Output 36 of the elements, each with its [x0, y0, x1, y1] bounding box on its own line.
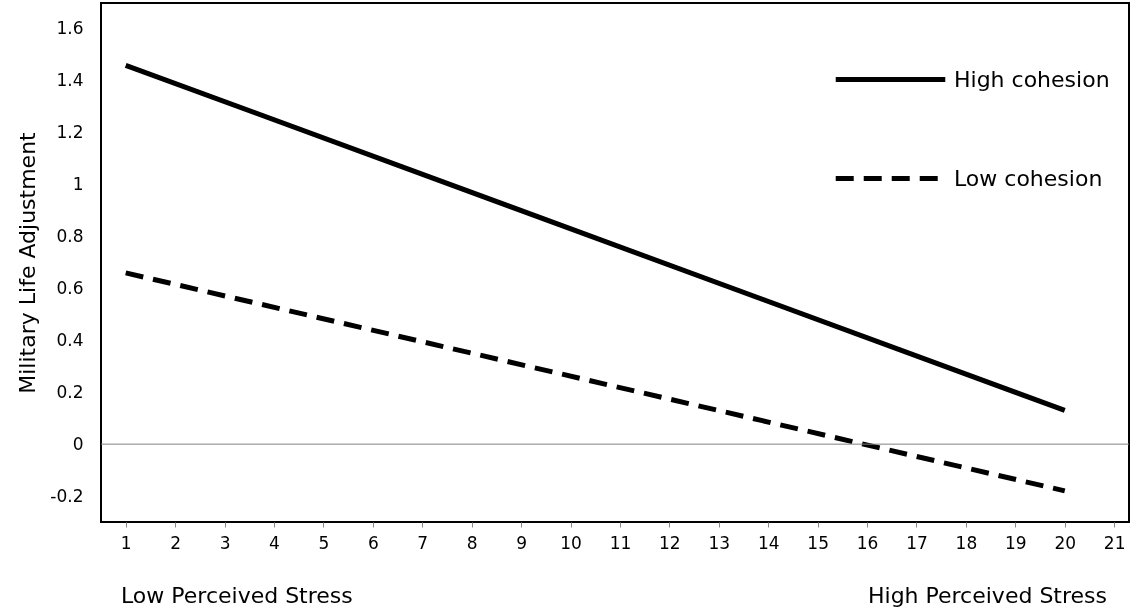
x-tick-label: 4: [269, 532, 280, 553]
y-tick-label: 0.8: [56, 226, 84, 247]
y-tick-label: 0.2: [56, 381, 84, 402]
y-tick-label: 1.2: [56, 122, 84, 143]
text: Low Perceived Stress: [121, 583, 353, 608]
x-tick-label: 5: [318, 532, 330, 553]
x-tick-label: 13: [708, 532, 731, 553]
x-tick-label: 6: [367, 532, 379, 553]
x-tick-label: 15: [807, 532, 829, 553]
x-tick-label: 1: [120, 532, 132, 553]
x-tick-label: 3: [219, 532, 231, 553]
y-tick-label: -0.2: [50, 485, 84, 506]
x-tick-label: 14: [757, 532, 780, 553]
y-tick-label: 1: [72, 174, 84, 195]
x-tick-label: 16: [856, 532, 879, 553]
y-tick-label: 0.4: [56, 329, 84, 350]
x-tick-label: 20: [1054, 532, 1077, 553]
legend-label: Low cohesion: [954, 165, 1103, 191]
x-tick-label: 7: [417, 532, 429, 553]
y-tick-label: 0: [72, 433, 84, 454]
x-tick-label: 11: [609, 532, 632, 553]
x-tick-label: 10: [560, 532, 582, 553]
x-tick-label: 21: [1103, 532, 1126, 553]
text: High Perceived Stress: [867, 583, 1107, 608]
x-tick-label: 12: [659, 532, 681, 553]
x-tick-label: 18: [955, 532, 978, 553]
legend-label: High cohesion: [954, 66, 1110, 92]
y-tick-label: 0.6: [56, 277, 84, 298]
y-axis-title: Military Life Adjustment: [15, 131, 41, 394]
x-tick-label: 19: [1005, 532, 1027, 553]
y-tick-label: 1.6: [56, 18, 84, 39]
x-tick-label: 9: [516, 532, 528, 553]
x-tick-label: 2: [170, 532, 182, 553]
x-tick-label: 17: [906, 532, 928, 553]
y-tick-label: 1.4: [56, 70, 84, 91]
x-tick-label: 8: [466, 532, 478, 553]
